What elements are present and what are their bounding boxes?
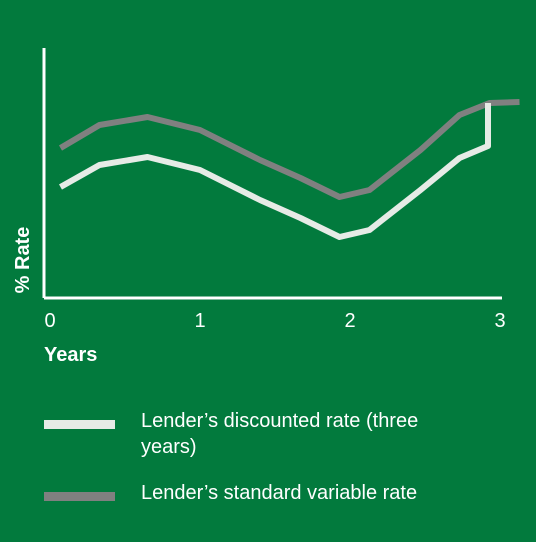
x-axis-label: Years — [44, 344, 97, 366]
legend-swatch — [44, 492, 115, 501]
x-tick-label: 2 — [344, 310, 355, 332]
legend-entry: Lender’s discounted rate (three years) — [44, 408, 421, 460]
legend-swatch — [44, 420, 115, 429]
legend-label: Lender’s discounted rate (three years) — [141, 410, 419, 458]
legend-label: Lender’s standard variable rate — [141, 482, 418, 504]
x-tick-label: 3 — [494, 310, 505, 332]
y-axis-label: % Rate — [12, 227, 34, 294]
line-series — [58, 99, 520, 200]
x-tick-label: 0 — [44, 310, 55, 332]
x-tick-label: 1 — [194, 310, 205, 332]
line-series — [59, 103, 491, 240]
legend-entry: Lender’s standard variable rate — [44, 480, 417, 506]
